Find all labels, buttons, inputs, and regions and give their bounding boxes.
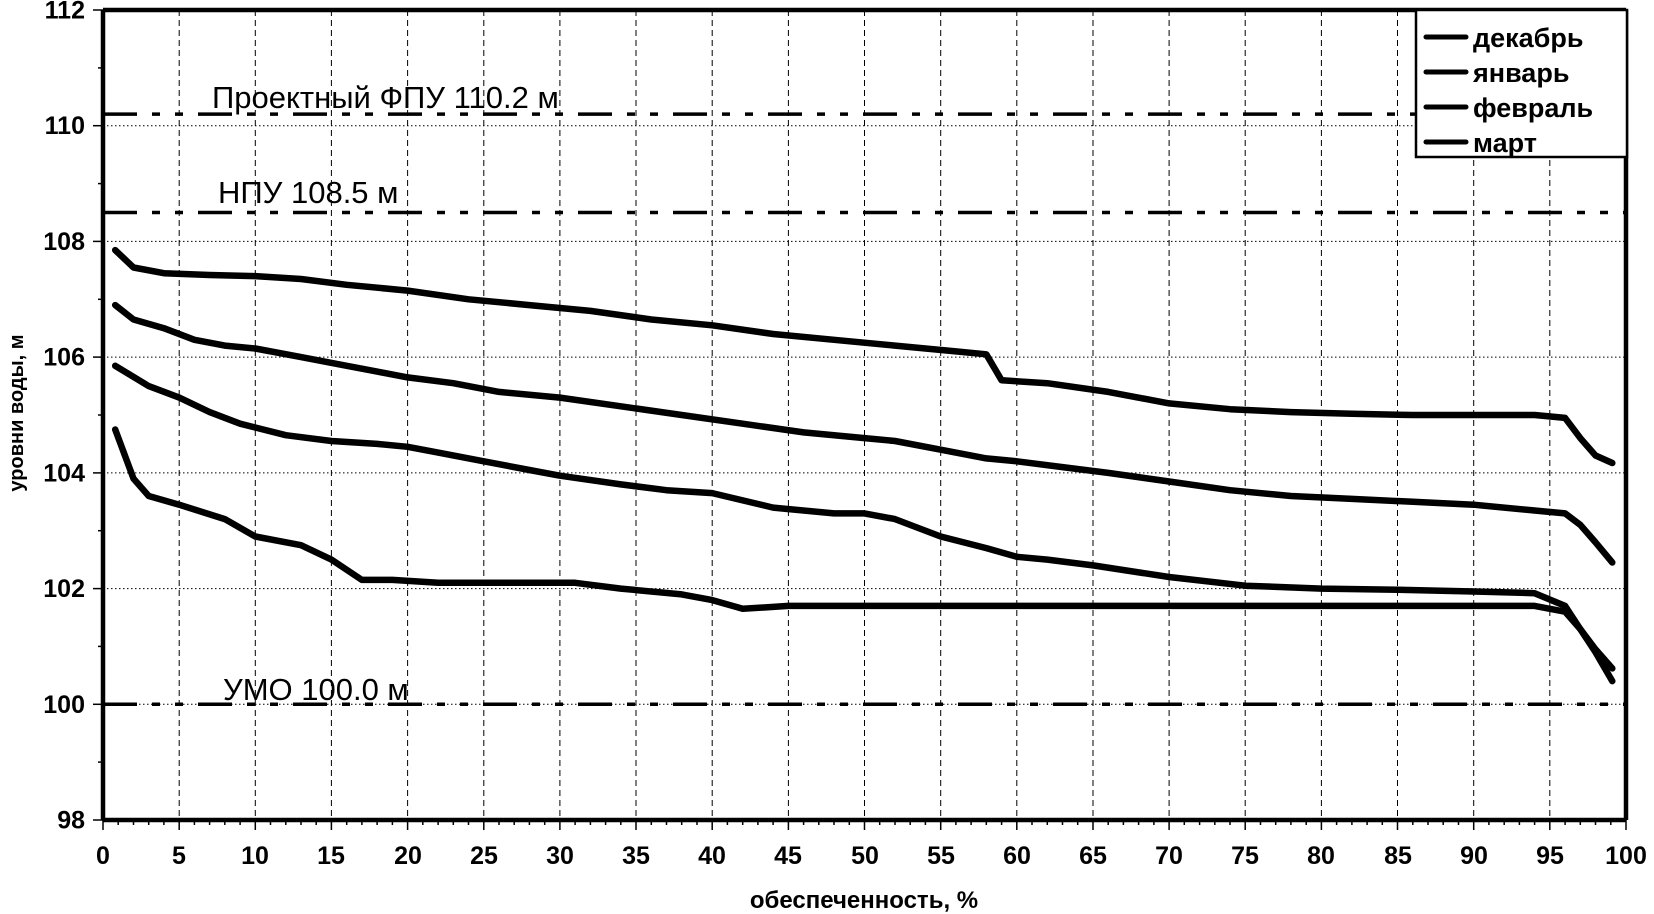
svg-text:20: 20	[394, 842, 422, 870]
svg-text:10: 10	[241, 842, 269, 870]
svg-text:25: 25	[470, 842, 498, 870]
svg-text:январь: январь	[1472, 58, 1569, 88]
svg-text:декабрь: декабрь	[1473, 23, 1583, 53]
svg-text:80: 80	[1307, 842, 1335, 870]
svg-text:февраль: февраль	[1473, 93, 1593, 123]
svg-text:98: 98	[57, 807, 85, 835]
svg-text:95: 95	[1536, 842, 1564, 870]
svg-text:0: 0	[96, 842, 110, 870]
svg-text:106: 106	[43, 344, 85, 372]
svg-text:обеспеченность, %: обеспеченность, %	[750, 887, 978, 914]
svg-text:65: 65	[1079, 842, 1107, 870]
svg-text:УМО 100.0 м: УМО 100.0 м	[223, 672, 409, 707]
svg-text:100: 100	[43, 691, 85, 719]
svg-text:70: 70	[1155, 842, 1183, 870]
svg-text:март: март	[1473, 128, 1537, 158]
svg-text:75: 75	[1231, 842, 1259, 870]
svg-text:40: 40	[698, 842, 726, 870]
svg-text:Проектный ФПУ 110.2 м: Проектный ФПУ 110.2 м	[212, 80, 559, 115]
svg-text:90: 90	[1460, 842, 1488, 870]
svg-text:100: 100	[1605, 842, 1647, 870]
svg-text:45: 45	[774, 842, 802, 870]
svg-text:112: 112	[45, 0, 85, 25]
svg-text:15: 15	[317, 842, 345, 870]
svg-text:35: 35	[622, 842, 650, 870]
svg-text:60: 60	[1003, 842, 1031, 870]
svg-text:уровни воды, м: уровни воды, м	[6, 334, 28, 491]
svg-text:50: 50	[851, 842, 879, 870]
svg-text:НПУ 108.5 м: НПУ 108.5 м	[218, 175, 398, 210]
svg-text:110: 110	[45, 112, 85, 140]
svg-text:30: 30	[546, 842, 574, 870]
svg-text:85: 85	[1384, 842, 1412, 870]
svg-text:108: 108	[43, 228, 85, 256]
svg-text:5: 5	[172, 842, 186, 870]
svg-text:104: 104	[43, 459, 85, 487]
svg-text:102: 102	[43, 575, 85, 603]
svg-text:55: 55	[927, 842, 955, 870]
